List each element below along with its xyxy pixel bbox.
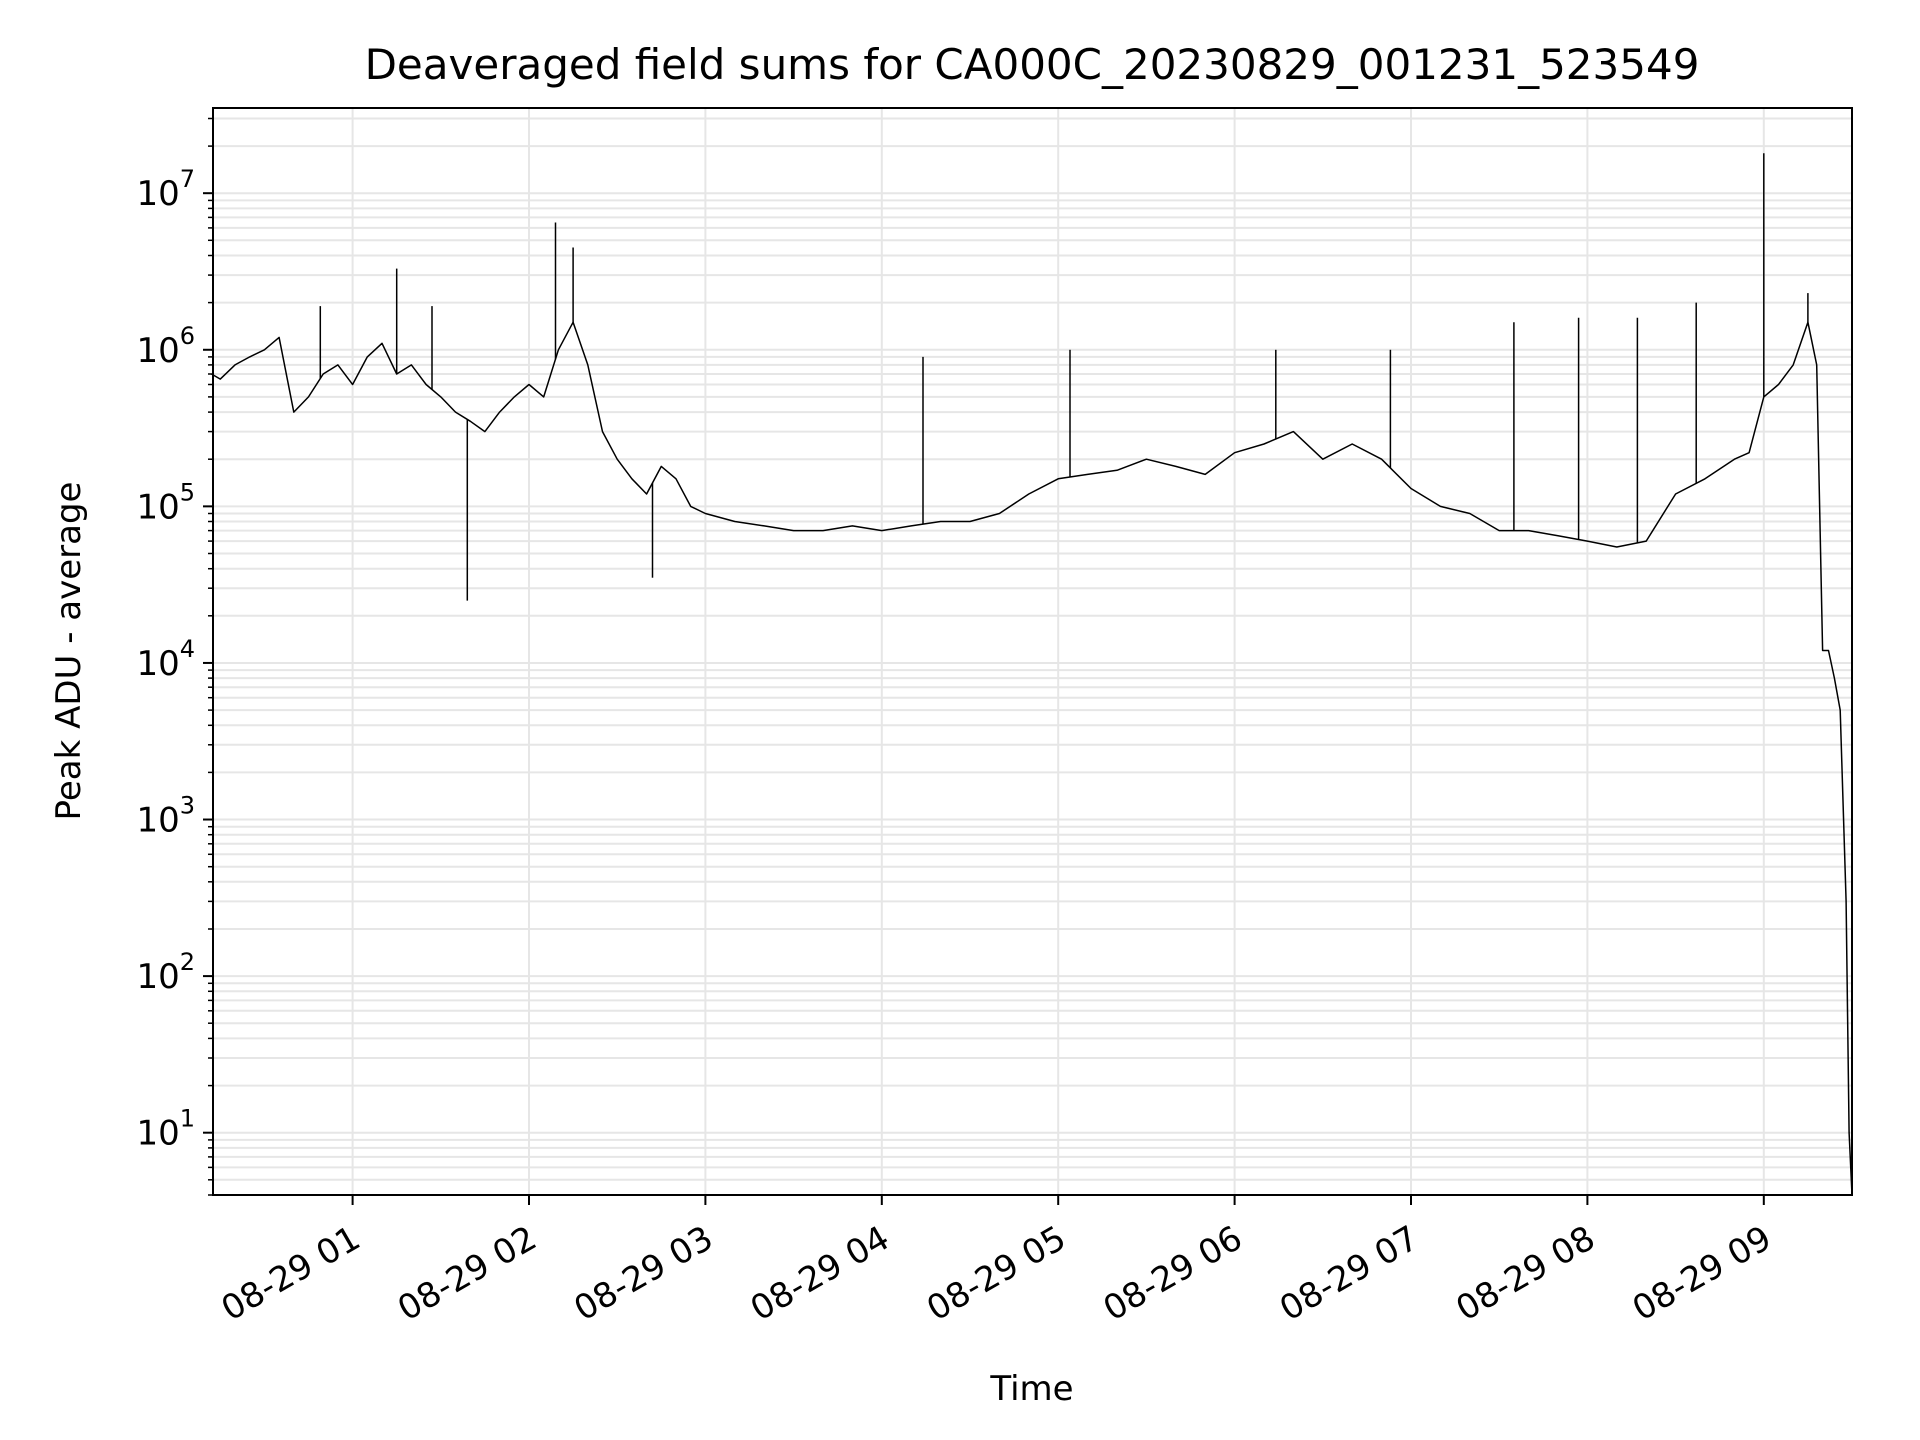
y-tick-label: 101	[136, 1105, 195, 1154]
series-layer	[211, 153, 1853, 1196]
y-tick-label: 107	[136, 165, 195, 214]
y-axis-label: Peak ADU - average	[49, 482, 89, 821]
plot-frame	[212, 107, 1853, 1196]
x-axis-label: Time	[989, 1369, 1073, 1409]
chart-title: Deaveraged field sums for CA000C_2023082…	[365, 40, 1700, 89]
y-tick-label: 104	[136, 635, 195, 684]
series-line	[211, 321, 1853, 1196]
